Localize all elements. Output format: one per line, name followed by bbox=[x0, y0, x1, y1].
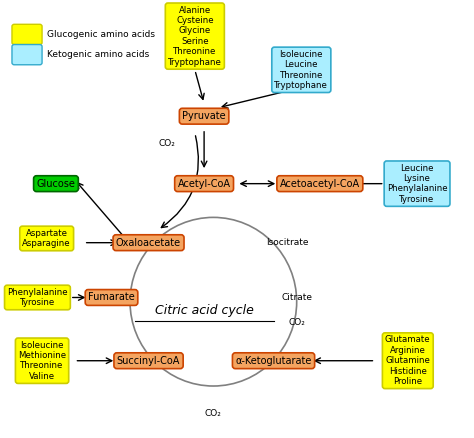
Text: Citrate: Citrate bbox=[281, 293, 312, 302]
FancyBboxPatch shape bbox=[12, 24, 42, 45]
Text: Alanine
Cysteine
Glycine
Serine
Threonine
Tryptophane: Alanine Cysteine Glycine Serine Threonin… bbox=[168, 6, 222, 67]
Text: CO₂: CO₂ bbox=[159, 139, 175, 148]
Text: Glucose: Glucose bbox=[36, 179, 75, 189]
Text: Acetyl-CoA: Acetyl-CoA bbox=[178, 179, 230, 189]
Text: Isoleucine
Methionine
Threonine
Valine: Isoleucine Methionine Threonine Valine bbox=[18, 341, 66, 381]
Text: Ketogenic amino acids: Ketogenic amino acids bbox=[47, 50, 149, 59]
Text: Glutamate
Arginine
Glutamine
Histidine
Proline: Glutamate Arginine Glutamine Histidine P… bbox=[385, 336, 430, 386]
Text: CO₂: CO₂ bbox=[288, 318, 305, 327]
Text: Succinyl-CoA: Succinyl-CoA bbox=[117, 356, 180, 366]
Text: Citric acid cycle: Citric acid cycle bbox=[155, 304, 254, 317]
Text: Fumarate: Fumarate bbox=[88, 293, 135, 303]
Text: Isoleucine
Leucine
Threonine
Tryptophane: Isoleucine Leucine Threonine Tryptophane bbox=[274, 50, 328, 90]
Text: Acetoacetyl-CoA: Acetoacetyl-CoA bbox=[280, 179, 360, 189]
Text: Oxaloacetate: Oxaloacetate bbox=[116, 238, 181, 247]
Text: Aspartate
Asparagine: Aspartate Asparagine bbox=[22, 229, 71, 248]
FancyBboxPatch shape bbox=[12, 45, 42, 65]
Text: α-Ketoglutarate: α-Ketoglutarate bbox=[236, 356, 312, 366]
Text: Glucogenic amino acids: Glucogenic amino acids bbox=[47, 30, 155, 39]
Text: Phenylalanine
Tyrosine: Phenylalanine Tyrosine bbox=[7, 288, 68, 307]
Text: Isocitrate: Isocitrate bbox=[266, 238, 309, 247]
Text: Leucine
Lysine
Phenylalanine
Tyrosine: Leucine Lysine Phenylalanine Tyrosine bbox=[387, 163, 447, 204]
Text: CO₂: CO₂ bbox=[205, 409, 222, 418]
Text: Pyruvate: Pyruvate bbox=[182, 111, 226, 121]
